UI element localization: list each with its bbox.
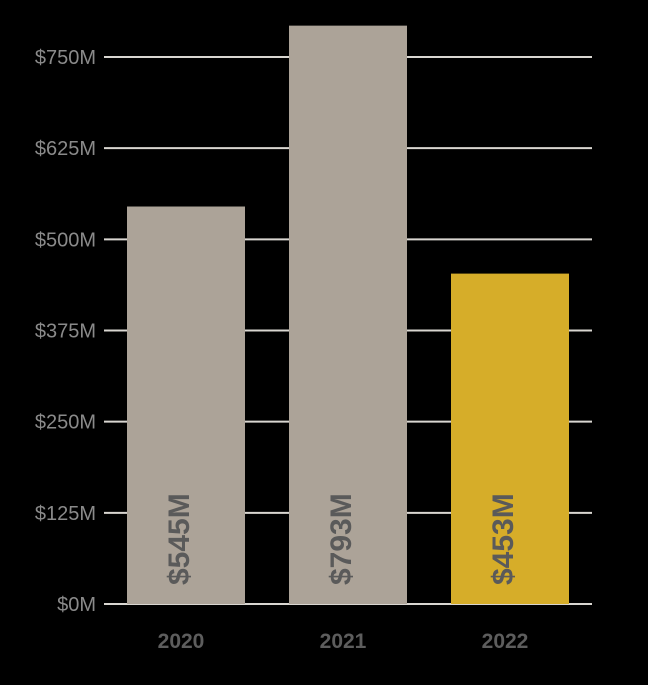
bar-value-label: $545M — [163, 493, 196, 585]
bar-value-label: $793M — [325, 493, 358, 585]
y-tick-label: $375M — [35, 321, 96, 343]
bars — [127, 25, 569, 604]
x-axis-category-labels: 2020 2021 2022 — [158, 630, 529, 653]
bar-value-label: $453M — [487, 493, 520, 585]
bar — [289, 25, 407, 604]
y-tick-label: $750M — [35, 47, 96, 69]
y-tick-label: $625M — [35, 138, 96, 160]
y-tick-label: $0M — [57, 594, 96, 616]
x-category-label: 2021 — [320, 630, 367, 653]
x-category-label: 2022 — [482, 630, 529, 653]
y-axis-tick-labels: $0M $125M $250M $375M $500M $625M $750M — [35, 47, 96, 616]
y-tick-label: $125M — [35, 503, 96, 525]
x-category-label: 2020 — [158, 630, 205, 653]
bar-value-labels: $545M $793M $453M — [163, 493, 520, 585]
bar — [451, 273, 569, 604]
y-tick-label: $500M — [35, 229, 96, 251]
y-tick-label: $250M — [35, 412, 96, 434]
bar — [127, 206, 245, 604]
